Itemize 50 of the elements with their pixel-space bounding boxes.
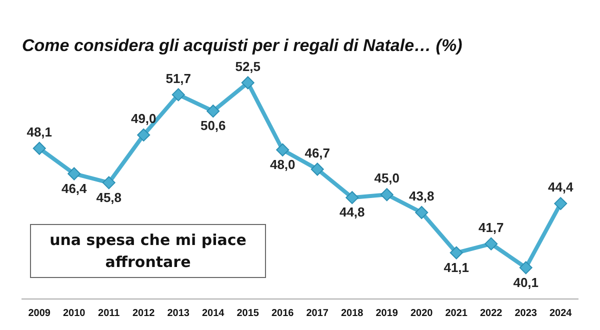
- x-tick-label: 2019: [376, 308, 398, 319]
- data-label: 48,0: [270, 156, 296, 172]
- point: [450, 246, 463, 260]
- point: [102, 176, 116, 190]
- x-tick-label: 2021: [445, 308, 468, 319]
- point: [206, 104, 220, 118]
- data-label: 44,4: [548, 180, 574, 195]
- data-label: 45,0: [374, 170, 400, 186]
- point: [68, 167, 81, 180]
- data-label: 46,4: [61, 180, 88, 196]
- data-label: 49,0: [130, 111, 156, 126]
- data-label: 50,6: [200, 118, 226, 134]
- point: [276, 143, 290, 156]
- x-tick-label: 2014: [202, 308, 225, 319]
- data-label: 40,1: [513, 274, 539, 290]
- point: [554, 197, 568, 210]
- x-tick-label: 2009: [28, 308, 51, 319]
- point: [32, 142, 46, 155]
- point: [172, 88, 185, 102]
- x-tick-label: 2010: [63, 308, 86, 319]
- x-tick-label: 2012: [132, 308, 156, 319]
- chart-title: Come considera gli acquisti per i regali di Natale… (%): [22, 36, 463, 55]
- x-tick-label: 2015: [236, 308, 260, 319]
- x-tick-label: 2011: [98, 308, 120, 319]
- point: [415, 206, 428, 220]
- x-tick-label: 2020: [410, 308, 434, 319]
- data-label: 48,1: [26, 124, 52, 140]
- x-tick-label: 2024: [550, 308, 572, 319]
- data-label: 44,8: [339, 204, 365, 220]
- point: [484, 237, 498, 250]
- x-tick-label: 2017: [306, 308, 329, 319]
- x-tick-label: 2022: [480, 308, 503, 319]
- point: [346, 191, 359, 204]
- data-label: 46,7: [304, 145, 330, 160]
- x-tick-label: 2016: [272, 308, 294, 319]
- point: [137, 128, 150, 142]
- data-label: 51,7: [166, 70, 192, 86]
- annotation: una spesa che mi piace affrontare: [30, 224, 266, 278]
- data-label: 41,7: [478, 220, 504, 235]
- x-tick-label: 2018: [341, 308, 364, 319]
- data-label: 41,1: [444, 260, 470, 275]
- x-tick-label: 2023: [514, 308, 538, 319]
- point: [380, 188, 394, 202]
- data-label: 45,8: [96, 190, 122, 205]
- point: [310, 162, 324, 176]
- data-label: 43,8: [408, 188, 434, 204]
- point: [241, 76, 254, 90]
- x-tick-label: 2013: [167, 308, 190, 319]
- point: [519, 261, 532, 274]
- data-label: 52,5: [235, 58, 261, 74]
